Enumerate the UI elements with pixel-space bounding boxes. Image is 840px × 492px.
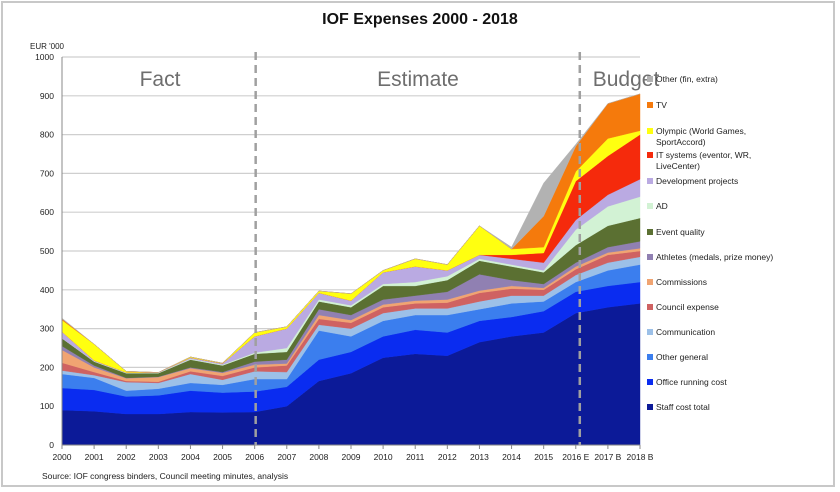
x-tick-label: 2008 [309, 452, 328, 462]
x-tick-label: 2014 [502, 452, 521, 462]
x-tick-label: 2011 [406, 452, 425, 462]
legend-swatch [647, 76, 653, 82]
y-tick-label: 400 [40, 285, 54, 295]
legend-swatch [647, 304, 653, 310]
x-tick-label: 2005 [213, 452, 232, 462]
x-tick-label: 2016 E [562, 452, 589, 462]
x-tick-label: 2007 [277, 452, 296, 462]
legend-label: Event quality [656, 227, 705, 237]
legend-label: TV [656, 100, 667, 110]
legend-swatch [647, 102, 653, 108]
x-tick-label: 2017 B [594, 452, 621, 462]
source-note: Source: IOF congress binders, Council me… [42, 471, 289, 481]
legend-swatch [647, 254, 653, 260]
y-tick-label: 100 [40, 401, 54, 411]
y-tick-label: 900 [40, 91, 54, 101]
area-other-fin-extra [61, 93, 641, 373]
legend-label: Communication [656, 327, 716, 337]
legend-swatch [647, 404, 653, 410]
y-tick-label: 600 [40, 207, 54, 217]
legend-label: Office running cost [656, 377, 727, 387]
legend-swatch [647, 178, 653, 184]
x-tick-label: 2000 [53, 452, 72, 462]
legend-swatch [647, 279, 653, 285]
legend-swatch [647, 152, 653, 158]
legend-swatch [647, 329, 653, 335]
y-tick-label: 700 [40, 168, 54, 178]
y-tick-label: 1000 [35, 52, 54, 62]
y-tick-label: 0 [49, 440, 54, 450]
y-axis-label: EUR '000 [30, 42, 64, 51]
legend-label: Development projects [656, 176, 739, 186]
y-tick-label: 800 [40, 130, 54, 140]
legend-label: Council expense [656, 302, 719, 312]
legend-label: Commissions [656, 277, 708, 287]
y-tick-label: 300 [40, 324, 54, 334]
legend-swatch [647, 229, 653, 235]
x-tick-label: 2002 [117, 452, 136, 462]
legend-label: Other general [656, 352, 708, 362]
x-tick-label: 2012 [438, 452, 457, 462]
y-tick-label: 200 [40, 362, 54, 372]
y-tick-label: 500 [40, 246, 54, 256]
legend-label: Olympic (World Games, SportAccord) [656, 126, 747, 147]
legend-label: Staff cost total [656, 402, 710, 412]
legend-label: Other (fin, extra) [656, 74, 718, 84]
x-tick-label: 2001 [85, 452, 104, 462]
legend-label: Athletes (medals, prize money) [656, 252, 774, 262]
phase-label: Budget [593, 68, 660, 91]
legend-swatch [647, 203, 653, 209]
legend-swatch [647, 379, 653, 385]
legend-label: IT systems (eventor, WR, LiveCenter) [656, 150, 752, 171]
legend-swatch [647, 128, 653, 134]
x-tick-label: 2015 [534, 452, 553, 462]
phase-label: Estimate [377, 68, 459, 91]
x-tick-label: 2003 [149, 452, 168, 462]
x-tick-label: 2013 [470, 452, 489, 462]
x-tick-label: 2006 [245, 452, 264, 462]
legend-label: AD [656, 201, 668, 211]
x-tick-label: 2004 [181, 452, 200, 462]
x-tick-label: 2010 [374, 452, 393, 462]
x-tick-label: 2018 B [627, 452, 654, 462]
legend-swatch [647, 354, 653, 360]
phase-label: Fact [140, 68, 181, 91]
x-tick-label: 2009 [342, 452, 361, 462]
chart-title: IOF Expenses 2000 - 2018 [322, 11, 518, 28]
